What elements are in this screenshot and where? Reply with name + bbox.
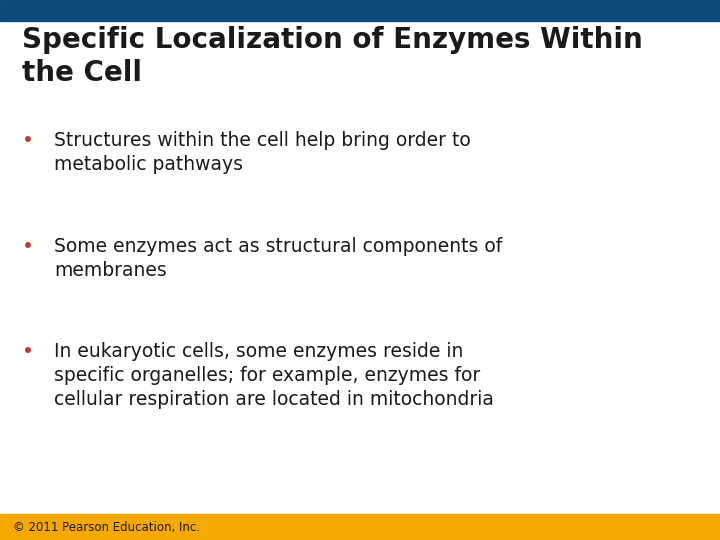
Text: •: • — [22, 237, 33, 255]
Text: •: • — [22, 131, 33, 150]
Text: © 2011 Pearson Education, Inc.: © 2011 Pearson Education, Inc. — [13, 521, 200, 534]
Text: Structures within the cell help bring order to
metabolic pathways: Structures within the cell help bring or… — [54, 131, 471, 174]
Text: Some enzymes act as structural components of
membranes: Some enzymes act as structural component… — [54, 237, 503, 280]
Text: •: • — [22, 342, 33, 361]
Text: In eukaryotic cells, some enzymes reside in
specific organelles; for example, en: In eukaryotic cells, some enzymes reside… — [54, 342, 494, 409]
Text: Specific Localization of Enzymes Within
the Cell: Specific Localization of Enzymes Within … — [22, 26, 642, 87]
Bar — [0, 514, 720, 540]
Bar — [0, 0, 720, 21]
